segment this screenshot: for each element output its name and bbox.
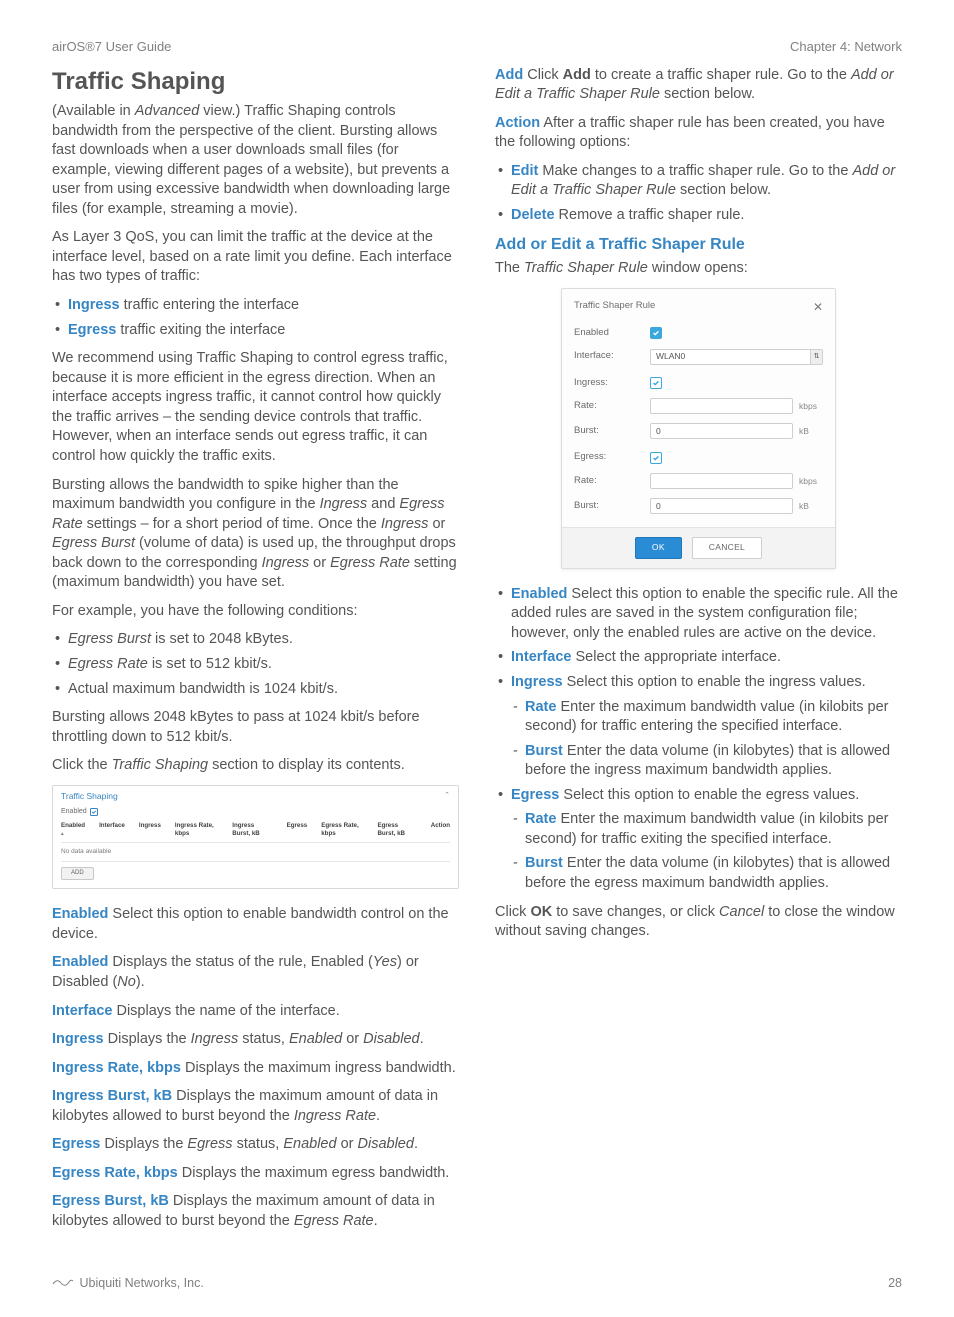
footer-company: Ubiquiti Networks, Inc.	[52, 1275, 204, 1292]
term-ingress: Ingress	[68, 297, 120, 313]
para-layer3: As Layer 3 QoS, you can limit the traffi…	[52, 228, 459, 287]
rule-field-list: Enabled Select this option to enable the…	[495, 585, 902, 894]
page-header: airOS®7 User Guide Chapter 4: Network	[52, 38, 902, 56]
rule-ingress-burst-term: Burst	[525, 743, 563, 759]
section-title: Traffic Shaping	[52, 66, 459, 98]
para-example-intro: For example, you have the following cond…	[52, 602, 459, 622]
ok-button[interactable]: OK	[635, 537, 682, 558]
para-burst-example: Bursting allows 2048 kBytes to pass at 1…	[52, 708, 459, 747]
def-ingress-burst-term: Ingress Burst, kB	[52, 1088, 172, 1104]
panel-enabled-label: Enabled	[61, 808, 87, 816]
rule-ingress-rate-term: Rate	[525, 699, 556, 715]
modal-egress-label: Egress:	[574, 451, 650, 464]
right-column: Add Click Add to create a traffic shaper…	[495, 66, 902, 1241]
example-list: Egress Burst is set to 2048 kBytes. Egre…	[52, 630, 459, 699]
panel-columns: Enabled Interface Ingress Ingress Rate, …	[61, 822, 450, 837]
def-ingress-rate-term: Ingress Rate, kbps	[52, 1060, 181, 1076]
modal-egress-burst-label: Burst:	[574, 500, 650, 513]
def-enabled-2-term: Enabled	[52, 954, 108, 970]
ubiquiti-logo-icon	[52, 1276, 74, 1288]
traffic-types-list: Ingress traffic entering the interface E…	[52, 296, 459, 340]
traffic-shaper-rule-modal: Traffic Shaper Rule ✕ Enabled Interface:…	[561, 288, 836, 569]
panel-enabled-checkbox[interactable]	[90, 808, 98, 816]
traffic-shaping-panel: Traffic Shaping ⌃ Enabled Enabled Interf…	[52, 785, 459, 889]
modal-enabled-checkbox[interactable]	[650, 327, 662, 339]
collapse-icon[interactable]: ⌃	[444, 792, 450, 800]
modal-ingress-burst-label: Burst:	[574, 425, 650, 438]
modal-egress-rate-input[interactable]	[650, 473, 793, 489]
modal-egress-burst-input[interactable]: 0	[650, 498, 793, 514]
add-term: Add	[495, 67, 523, 83]
panel-add-button[interactable]: ADD	[61, 867, 94, 880]
rule-egress-rate-term: Rate	[525, 811, 556, 827]
def-egress-term: Egress	[52, 1136, 100, 1152]
para-intro: (Available in Advanced view.) Traffic Sh…	[52, 102, 459, 219]
def-ingress-term: Ingress	[52, 1031, 104, 1047]
def-egress-burst-term: Egress Burst, kB	[52, 1193, 169, 1209]
page-footer: Ubiquiti Networks, Inc. 28	[52, 1275, 902, 1292]
def-enabled-1-term: Enabled	[52, 906, 108, 922]
tail-para: Click OK to save changes, or click Cance…	[495, 903, 902, 942]
subsection-title: Add or Edit a Traffic Shaper Rule	[495, 234, 902, 256]
action-term: Action	[495, 115, 540, 131]
term-egress: Egress	[68, 322, 116, 338]
modal-ingress-rate-input[interactable]	[650, 398, 793, 414]
rule-egress-burst-term: Burst	[525, 855, 563, 871]
modal-ingress-label: Ingress:	[574, 377, 650, 390]
modal-title: Traffic Shaper Rule	[574, 300, 655, 313]
rule-ingress-term: Ingress	[511, 674, 563, 690]
modal-ingress-checkbox[interactable]	[650, 377, 662, 389]
close-icon[interactable]: ✕	[813, 299, 823, 315]
panel-title: Traffic Shaping	[61, 791, 118, 801]
edit-term: Edit	[511, 163, 538, 179]
rule-interface-term: Interface	[511, 649, 571, 665]
modal-ingress-rate-label: Rate:	[574, 400, 650, 413]
modal-egress-checkbox[interactable]	[650, 452, 662, 464]
modal-interface-select[interactable]: WLAN0⇅	[650, 349, 823, 365]
modal-interface-label: Interface:	[574, 350, 650, 363]
rule-enabled-term: Enabled	[511, 586, 567, 602]
modal-ingress-burst-input[interactable]: 0	[650, 423, 793, 439]
modal-enabled-label: Enabled	[574, 327, 650, 340]
header-left: airOS®7 User Guide	[52, 38, 171, 56]
page-number: 28	[888, 1275, 902, 1292]
para-recommend: We recommend using Traffic Shaping to co…	[52, 349, 459, 466]
delete-term: Delete	[511, 207, 555, 223]
def-egress-rate-term: Egress Rate, kbps	[52, 1165, 178, 1181]
para-click-section: Click the Traffic Shaping section to dis…	[52, 756, 459, 776]
panel-nodata: No data available	[61, 848, 450, 856]
chevron-updown-icon: ⇅	[810, 350, 822, 364]
def-interface-term: Interface	[52, 1003, 112, 1019]
modal-egress-rate-label: Rate:	[574, 475, 650, 488]
header-right: Chapter 4: Network	[790, 38, 902, 56]
left-column: Traffic Shaping (Available in Advanced v…	[52, 66, 459, 1241]
cancel-button[interactable]: CANCEL	[692, 537, 762, 558]
rule-egress-term: Egress	[511, 787, 559, 803]
para-bursting: Bursting allows the bandwidth to spike h…	[52, 476, 459, 593]
